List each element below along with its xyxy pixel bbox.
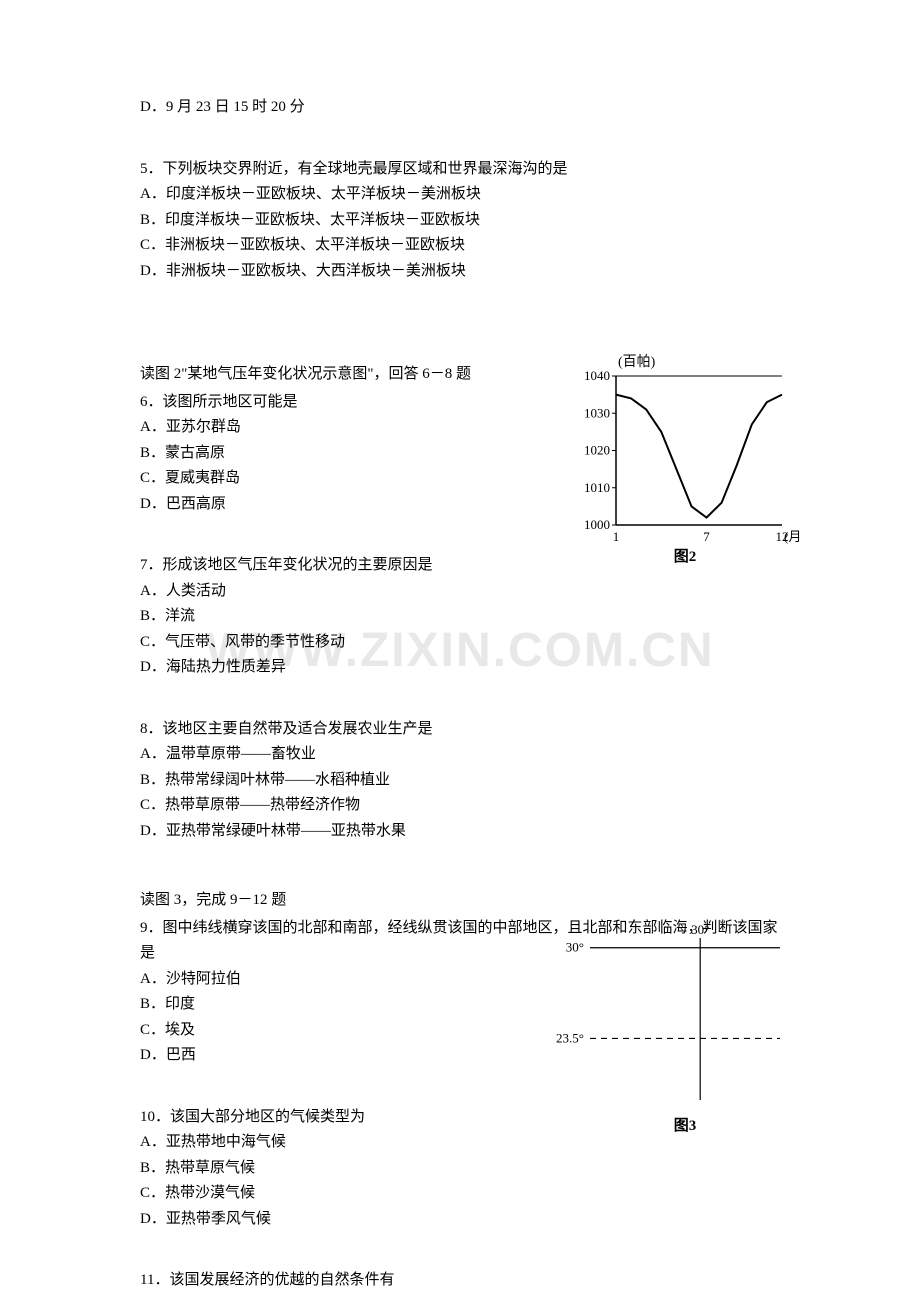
q4-option-d: D．9 月 23 日 15 时 20 分	[140, 95, 790, 121]
q11-stem: 11．该国发展经济的优越的自然条件有	[140, 1268, 790, 1294]
q5: 5．下列板块交界附近，有全球地壳最厚区域和世界最深海沟的是 A．印度洋板块－亚欧…	[140, 157, 790, 285]
q8-stem: 8．该地区主要自然带及适合发展农业生产是	[140, 717, 790, 743]
q9-option-c: C．埃及	[140, 1018, 790, 1044]
q5-option-d: D．非洲板块－亚欧板块、大西洋板块－美洲板块	[140, 259, 790, 285]
q9: 9．图中纬线横穿该国的北部和南部，经线纵贯该国的中部地区，且北部和东部临海，判断…	[140, 916, 790, 1069]
q9-stem: 9．图中纬线横穿该国的北部和南部，经线纵贯该国的中部地区，且北部和东部临海，判断…	[140, 916, 790, 967]
q10-option-a: A．亚热带地中海气候	[140, 1130, 790, 1156]
q6-option-b: B．蒙古高原	[140, 441, 790, 467]
q7-option-b: B．洋流	[140, 604, 790, 630]
q8-option-c: C．热带草原带——热带经济作物	[140, 793, 790, 819]
q10-option-c: C．热带沙漠气候	[140, 1181, 790, 1207]
page-content: D．9 月 23 日 15 时 20 分 5．下列板块交界附近，有全球地壳最厚区…	[140, 95, 790, 1294]
q8-option-a: A．温带草原带——畜牧业	[140, 742, 790, 768]
q5-option-c: C．非洲板块－亚欧板块、太平洋板块－亚欧板块	[140, 233, 790, 259]
q6-option-d: D．巴西高原	[140, 492, 790, 518]
intro-9-12: 读图 3，完成 9－12 题	[140, 888, 790, 914]
q8-option-b: B．热带常绿阔叶林带——水稻种植业	[140, 768, 790, 794]
q6: 6．该图所示地区可能是 A．亚苏尔群岛 B．蒙古高原 C．夏威夷群岛 D．巴西高…	[140, 390, 790, 518]
q7-option-d: D．海陆热力性质差异	[140, 655, 790, 681]
intro-6-8: 读图 2"某地气压年变化状况示意图"，回答 6－8 题	[140, 362, 790, 388]
q7-option-c: C．气压带、风带的季节性移动	[140, 630, 790, 656]
q5-option-a: A．印度洋板块－亚欧板块、太平洋板块－美洲板块	[140, 182, 790, 208]
q7: 7．形成该地区气压年变化状况的主要原因是 A．人类活动 B．洋流 C．气压带、风…	[140, 553, 790, 681]
q7-stem: 7．形成该地区气压年变化状况的主要原因是	[140, 553, 790, 579]
q10: 10．该国大部分地区的气候类型为 A．亚热带地中海气候 B．热带草原气候 C．热…	[140, 1105, 790, 1233]
q8-option-d: D．亚热带常绿硬叶林带——亚热带水果	[140, 819, 790, 845]
q6-option-c: C．夏威夷群岛	[140, 466, 790, 492]
q8: 8．该地区主要自然带及适合发展农业生产是 A．温带草原带——畜牧业 B．热带常绿…	[140, 717, 790, 845]
q5-stem: 5．下列板块交界附近，有全球地壳最厚区域和世界最深海沟的是	[140, 157, 790, 183]
q4-optD-fragment: D．9 月 23 日 15 时 20 分	[140, 95, 790, 121]
q11: 11．该国发展经济的优越的自然条件有	[140, 1268, 790, 1294]
q7-option-a: A．人类活动	[140, 579, 790, 605]
q10-option-b: B．热带草原气候	[140, 1156, 790, 1182]
q9-option-b: B．印度	[140, 992, 790, 1018]
q6-stem: 6．该图所示地区可能是	[140, 390, 790, 416]
q10-stem: 10．该国大部分地区的气候类型为	[140, 1105, 790, 1131]
q9-option-d: D．巴西	[140, 1043, 790, 1069]
q10-option-d: D．亚热带季风气候	[140, 1207, 790, 1233]
q9-option-a: A．沙特阿拉伯	[140, 967, 790, 993]
q5-option-b: B．印度洋板块－亚欧板块、太平洋板块－亚欧板块	[140, 208, 790, 234]
q6-option-a: A．亚苏尔群岛	[140, 415, 790, 441]
